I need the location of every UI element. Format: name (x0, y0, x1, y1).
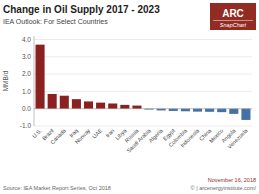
y-axis: -1.0 0.0 1.0 2.0 3.0 4.0 (20, 36, 252, 130)
bar (60, 96, 69, 109)
date-note: November 16, 2018 (208, 177, 256, 183)
logo-box (210, 3, 256, 30)
y-axis-line (34, 36, 35, 126)
bar (241, 109, 250, 120)
y-tick-label: 0.0 (22, 105, 31, 112)
grid-line (34, 91, 252, 92)
bar (120, 105, 129, 109)
x-tick-label: Algeria (148, 127, 165, 144)
url-note: © | arcenergyinstitute.com/ (191, 185, 257, 191)
bar (132, 106, 141, 109)
subtitle: IEA Outlook: For Select Countries (3, 18, 108, 25)
bar (84, 101, 93, 108)
bar (157, 109, 166, 111)
title: Change in Oil Supply 2017 - 2023 (3, 4, 160, 15)
y-tick-label: 3.0 (22, 53, 31, 60)
logo-subtext: SnapChart (220, 22, 247, 28)
bar (217, 109, 226, 112)
y-axis-label: MMB/d (2, 70, 9, 91)
y-tick-label: -1.0 (20, 122, 32, 129)
bar (229, 109, 238, 114)
bar (96, 103, 105, 109)
source-note: Source: IEA Market Report Series, Oct 20… (3, 185, 111, 191)
grid-line (34, 126, 252, 127)
bar (36, 45, 45, 109)
bar (193, 109, 202, 112)
baseline (34, 108, 252, 109)
y-tick-label: 1.0 (22, 88, 31, 95)
x-tick-label: Venezuela (226, 127, 249, 150)
x-tick-label: Canada (49, 127, 68, 146)
grid-line (34, 74, 252, 75)
logo-text: ARC (222, 8, 244, 19)
bar (48, 94, 57, 109)
x-axis: U.S.BrazilCanadaIraqNorwayUAEIranLibyaRu… (31, 127, 249, 154)
x-tick-label: UAE (91, 127, 103, 139)
y-tick-label: 4.0 (22, 36, 31, 43)
x-tick-label: Norway (74, 127, 92, 145)
bar (181, 109, 190, 112)
bar (169, 109, 178, 111)
bar (108, 104, 117, 109)
logo: ARC SnapChart (210, 3, 256, 30)
bar (205, 109, 214, 112)
y-tick-label: 2.0 (22, 70, 31, 77)
grid-line (34, 56, 252, 57)
logo-separator (213, 20, 253, 21)
chart: Change in Oil Supply 2017 - 2023 IEA Outl… (0, 0, 259, 194)
grid-line (34, 39, 252, 40)
bar (72, 99, 81, 109)
